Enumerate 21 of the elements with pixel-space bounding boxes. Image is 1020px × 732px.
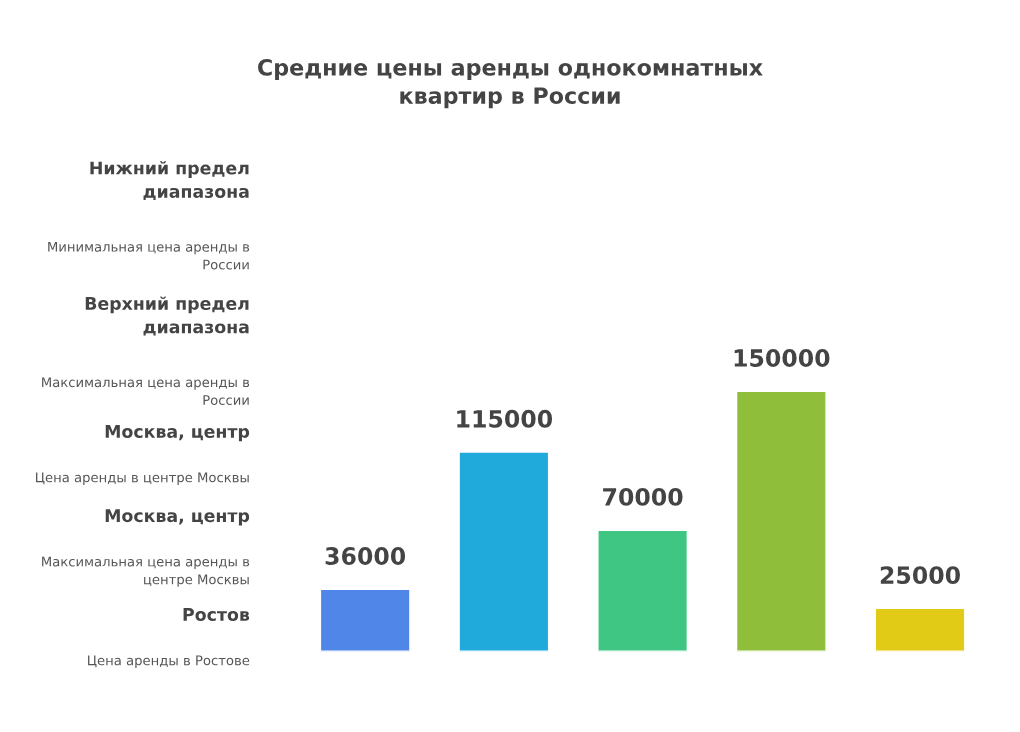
text: Цена аренды в центре Москвы	[36, 472, 249, 485]
text: Максимальная цена аренды в России	[42, 377, 250, 405]
bar	[457, 450, 550, 652]
text: Максимальная цена аренды в центре Москвы	[42, 556, 250, 587]
bar	[319, 587, 412, 652]
text: Цена аренды в Ростове	[88, 655, 250, 668]
data-label: 115000	[457, 409, 553, 428]
chart-title: Средние цены аренды однокомнатных квартир в России	[258, 58, 763, 109]
text: Москва, центр	[105, 425, 250, 442]
text: Минимальная цена аренды в России	[48, 241, 250, 270]
text: Нижний предел диапазона	[90, 161, 249, 201]
text: Москва, центр	[105, 509, 250, 526]
data-label: 150000	[734, 349, 830, 367]
text: Ростов	[183, 608, 250, 621]
bar	[596, 528, 689, 652]
bar	[873, 607, 967, 652]
data-label: 70000	[603, 488, 683, 506]
text: Верхний предел диапазона	[85, 296, 249, 336]
data-label: 36000	[325, 547, 406, 565]
data-label: 25000	[880, 566, 960, 585]
bar	[735, 389, 828, 652]
